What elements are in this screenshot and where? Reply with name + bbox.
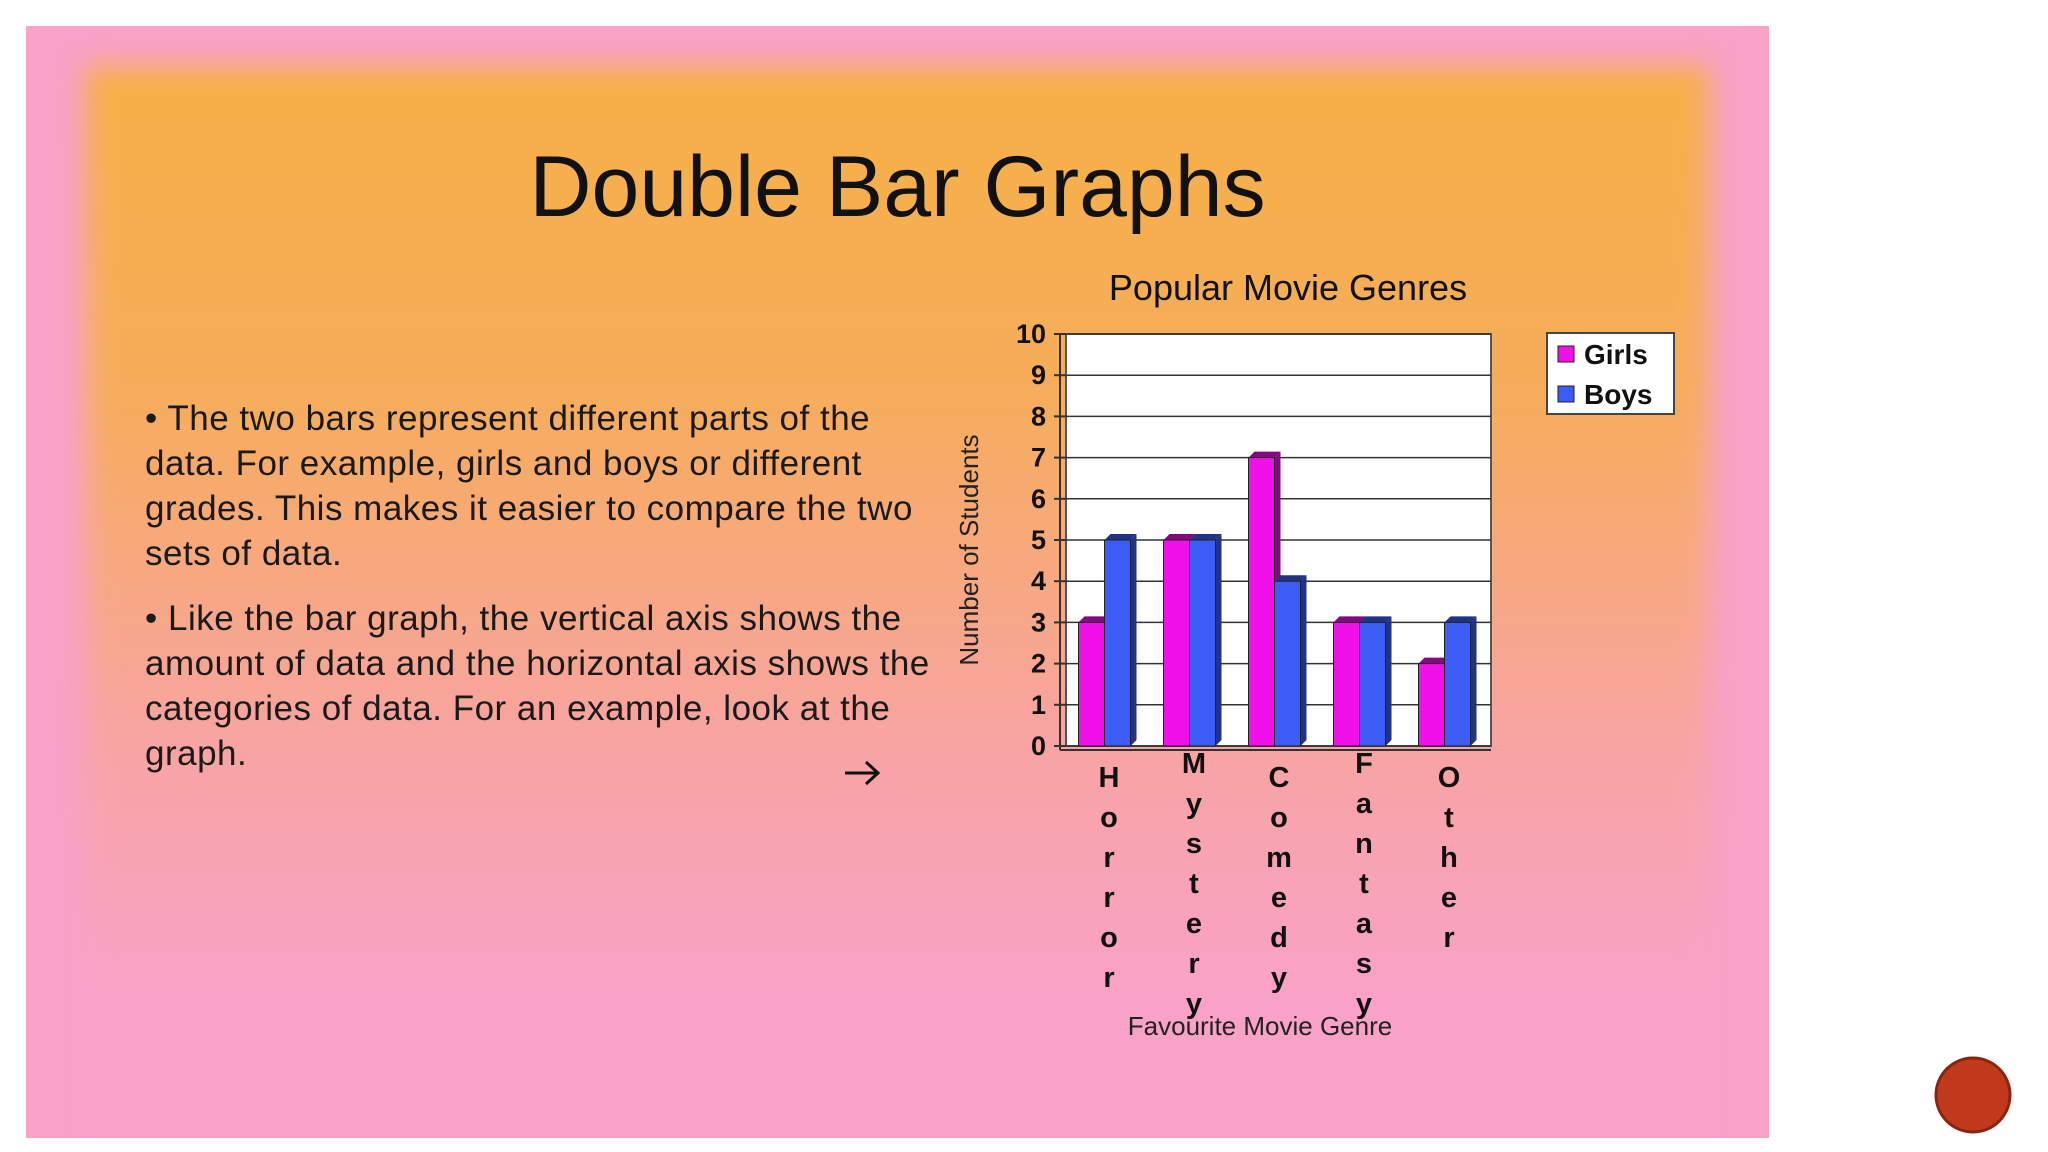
x-tick-label: Fantasy [1348,748,1380,1028]
bar-top [1163,534,1196,540]
bar [1248,457,1275,747]
y-tick-label: 6 [1031,484,1046,514]
bar-top [1333,616,1366,623]
bar [1163,539,1190,747]
legend-label: Girls [1584,339,1648,370]
bar-side [1300,575,1307,746]
slide-title: Double Bar Graphs [529,139,1266,235]
y-tick-label: 1 [1031,690,1046,720]
bar-top [1248,451,1281,458]
bar-side [1215,534,1222,746]
y-tick-label: 5 [1031,525,1046,555]
bar [1274,580,1301,747]
bullet: • Like the bar graph, the vertical axis … [145,599,930,773]
bar [1104,539,1131,747]
x-tick-label: Other [1433,762,1465,962]
bar-top [1418,657,1451,664]
bar-side [1385,616,1392,746]
y-tick-label: 0 [1031,731,1046,761]
y-tick-label: 10 [1016,319,1046,349]
bar-side [1130,534,1137,746]
bar-top [1274,575,1307,582]
legend-label: Boys [1584,379,1652,410]
y-tick-label: 2 [1031,649,1046,679]
bar-side [1470,616,1477,746]
y-tick-label: 7 [1031,443,1046,473]
y-axis-label: Number of Students [954,434,984,665]
bar-top [1104,534,1137,540]
arrow [845,760,881,786]
bar [1444,621,1471,747]
y-tick-label: 9 [1031,360,1046,390]
chart-title: Popular Movie Genres [1109,267,1467,308]
x-tick-label: Comedy [1263,762,1295,1002]
bullet: • The two bars represent different parts… [145,399,913,573]
bar-top [1359,616,1392,623]
nav-button[interactable] [1934,1056,2012,1134]
x-axis-label: Favourite Movie Genre [1128,1011,1392,1041]
y-tick-label: 8 [1031,401,1046,431]
bar [1078,621,1105,747]
bar [1189,539,1216,747]
bar [1359,621,1386,747]
bar [1333,621,1360,747]
bar-top [1189,534,1222,540]
x-tick-label: Mystery [1178,748,1210,1028]
y-tick-label: 3 [1031,607,1046,637]
legend-swatch [1557,345,1575,363]
y-tick-label: 4 [1031,566,1046,596]
bar-top [1078,616,1111,623]
legend-swatch [1557,385,1575,403]
bar-top [1444,616,1477,623]
bar [1418,663,1445,747]
x-tick-label: Horror [1093,762,1125,1002]
